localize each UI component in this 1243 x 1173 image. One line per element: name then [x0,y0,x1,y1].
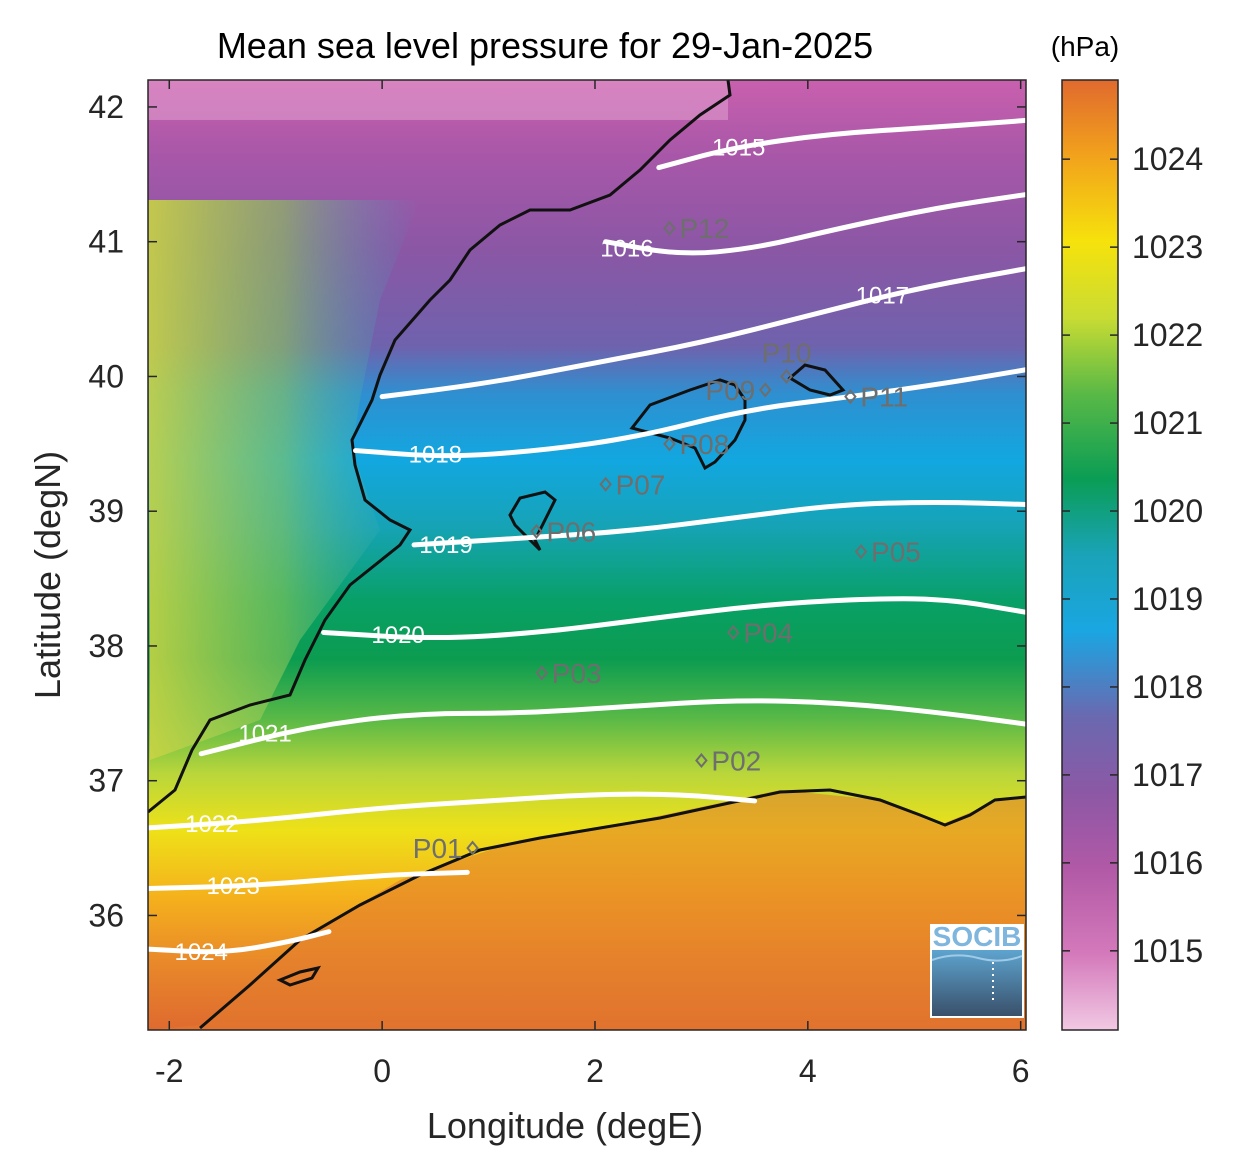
isobar-1018 [353,367,1026,459]
coastline-alboran [276,965,322,987]
station-marker [727,624,740,641]
isobar-label: 1019 [419,532,472,559]
colorbar-tick-label: 1021 [1132,405,1203,441]
isobar-1015 [656,117,1026,171]
isobar-label: 1018 [409,442,462,469]
colorbar-gradient [1061,79,1119,1031]
colorbar-tick-label: 1024 [1132,141,1203,177]
isobar-1023 [148,869,470,892]
station-marker [780,368,793,385]
colorbar-tick-label: 1016 [1132,845,1203,881]
chart-title: Mean sea level pressure for 29-Jan-2025 [217,25,873,66]
isobar-layer: 1015 1016 1017 1018 1019 1020 1021 1022 1023 1024 [148,117,1026,966]
station-marker [854,544,868,560]
colorbar-tick-label: 1019 [1132,581,1203,617]
x-tick-label: 0 [373,1053,391,1089]
y-tick-label: 40 [88,358,124,394]
station-marker [844,389,857,405]
iberia-land-field [148,200,420,760]
colorbar-tick-label: 1017 [1132,757,1203,793]
y-tick-label: 38 [88,628,124,664]
isobar-1022 [148,791,758,831]
colorbar-unit: (hPa) [1051,31,1119,62]
station-marker [663,436,676,452]
isobar-1016 [603,192,1026,256]
coastline-menorca [787,363,846,397]
colorbar: (hPa) 1015101610171018101910201021102210… [1051,31,1203,1031]
isobar-label: 1024 [175,939,228,966]
isobar-label: 1023 [206,873,259,900]
station-marker [530,523,543,539]
north-low-pressure-zone [148,80,728,120]
isobar-label: 1022 [185,811,238,838]
station-label: P08 [679,429,729,460]
socib-logo: SOCIB [930,921,1024,1018]
station-marker [663,220,676,236]
y-axis-ticks: 36 37 38 39 40 41 42 [88,89,1026,933]
y-tick-label: 37 [88,763,124,799]
isobar-1019 [411,499,1026,548]
coastline-iberia [148,80,732,814]
x-tick-label: 2 [586,1053,604,1089]
station-label: P12 [679,213,729,244]
x-tick-label: 6 [1012,1053,1030,1089]
coastline-africa [199,788,1026,1030]
colorbar-tick-label: 1022 [1132,317,1203,353]
station-label: P05 [871,537,921,568]
station-label: P11 [860,382,908,413]
x-axis-label: Longitude (degE) [427,1105,703,1146]
y-tick-label: 41 [88,224,124,260]
isobar-1021 [198,698,1026,757]
y-tick-label: 39 [88,493,124,529]
station-label: P09 [705,375,755,406]
africa-land-field [148,790,1026,1030]
station-marker [535,665,549,681]
socib-logo-text: SOCIB [933,921,1022,952]
isobar-1017 [379,266,1026,400]
station-marker [695,752,708,769]
colorbar-ticks: 1015 1016 1017 1018 1019 1020 1021 1022 1023 1024 [1062,141,1203,969]
station-label: P06 [546,516,596,547]
isobar-label: 1015 [712,134,765,161]
station-label: P01 [413,833,463,864]
isobar-label: 1021 [238,721,291,748]
y-axis-label: Latitude (degN) [27,451,68,699]
station-label: P04 [743,617,793,648]
isobar-label: 1017 [856,283,909,310]
x-axis-ticks: -2 0 2 4 6 [155,80,1030,1089]
y-tick-label: 36 [88,897,124,933]
plot-frame [147,79,1027,1031]
station-label: P07 [616,469,666,500]
station-label: P10 [762,337,812,368]
station-label: P02 [711,745,761,776]
isobar-label: 1020 [371,622,424,649]
x-tick-label: 4 [799,1053,817,1089]
map-plot-area: 1015 1016 1017 1018 1019 1020 1021 1022 1023 1024… [148,80,1026,1030]
colorbar-tick-label: 1018 [1132,669,1203,705]
isobar-1020 [321,596,1026,641]
station-label: P03 [552,658,602,689]
station-marker [466,840,479,856]
y-tick-label: 42 [88,89,124,125]
colorbar-tick-label: 1023 [1132,229,1203,265]
x-tick-label: -2 [155,1053,183,1089]
coastline-mallorca [629,378,747,471]
isobar-1024 [148,929,332,955]
isobar-label: 1016 [600,235,653,262]
colorbar-tick-label: 1020 [1132,493,1203,529]
colorbar-tick-label: 1015 [1132,933,1203,969]
station-marker [599,476,612,492]
station-marker [758,382,772,398]
